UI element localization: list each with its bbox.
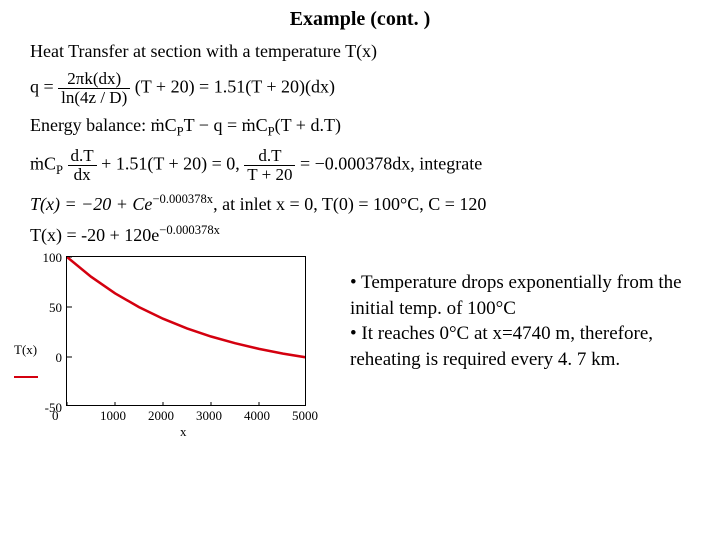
- x-axis-label: x: [180, 424, 187, 440]
- eq3-end: = −0.000378dx, integrate: [300, 154, 482, 174]
- temperature-chart: T(x) x -50050100 010002000300040005000: [20, 254, 330, 444]
- eq5-pref: T(x) = -20 + 120e: [30, 225, 159, 245]
- y-tick-label: 100: [22, 250, 62, 266]
- equation-Tx-final: T(x) = -20 + 120e−0.000378x: [30, 223, 690, 246]
- eq3-mid: + 1.51(T + 20) = 0,: [101, 154, 244, 174]
- bullet-2: • It reaches 0°C at x=4740 m, therefore,…: [350, 321, 690, 372]
- eq3-sub: P: [56, 163, 63, 177]
- lower-row: T(x) x -50050100 010002000300040005000 •…: [0, 254, 720, 444]
- notes-bullets: • Temperature drops exponentially from t…: [330, 254, 690, 373]
- eq4-exp: −0.000378x: [152, 192, 213, 206]
- eb-prefix: Energy balance: ṁC: [30, 115, 177, 135]
- eq5-exp: −0.000378x: [159, 223, 220, 237]
- eq3-pref: ṁC: [30, 154, 56, 174]
- legend-line-icon: [14, 376, 38, 378]
- eq4-pref: T(x) = −20 + Ce: [30, 194, 152, 214]
- eq1-num: 2πk(dx): [58, 70, 130, 89]
- equation-ode: ṁCP d.T dx + 1.51(T + 20) = 0, d.T T + 2…: [30, 147, 690, 184]
- eb-sub1: P: [177, 124, 184, 138]
- energy-balance-line: Energy balance: ṁCPT − q = ṁCP(T + d.T): [30, 115, 690, 140]
- eq3-frac2: d.T T + 20: [244, 147, 295, 184]
- chart-plot: [66, 256, 306, 406]
- y-tick-label: 50: [22, 300, 62, 316]
- x-tick-label: 5000: [292, 408, 318, 424]
- eq3-num2: d.T: [244, 147, 295, 166]
- eb-mid: T − q = ṁC: [184, 115, 268, 135]
- x-tick-label: 0: [52, 408, 59, 424]
- eq4-end: , at inlet x = 0, T(0) = 100°C, C = 120: [213, 194, 486, 214]
- y-tick-label: 0: [22, 350, 62, 366]
- eq1-suffix: (T + 20) = 1.51(T + 20)(dx): [135, 76, 335, 96]
- eq1-fraction: 2πk(dx) ln(4z / D): [58, 70, 130, 107]
- eq1-prefix: q =: [30, 76, 54, 96]
- eq3-den1: dx: [68, 166, 97, 184]
- equation-q: q = 2πk(dx) ln(4z / D) (T + 20) = 1.51(T…: [30, 70, 690, 107]
- eq3-den2: T + 20: [244, 166, 295, 184]
- heat-transfer-heading: Heat Transfer at section with a temperat…: [30, 41, 690, 62]
- bullet-1: • Temperature drops exponentially from t…: [350, 270, 690, 321]
- eq3-num1: d.T: [68, 147, 97, 166]
- eq3-frac1: d.T dx: [68, 147, 97, 184]
- eb-end: (T + d.T): [275, 115, 341, 135]
- x-tick-label: 4000: [244, 408, 270, 424]
- equations-block: Heat Transfer at section with a temperat…: [0, 41, 720, 246]
- x-tick-label: 1000: [100, 408, 126, 424]
- page-title: Example (cont. ): [0, 8, 720, 31]
- x-tick-label: 2000: [148, 408, 174, 424]
- x-tick-label: 3000: [196, 408, 222, 424]
- equation-Tx-general: T(x) = −20 + Ce−0.000378x, at inlet x = …: [30, 192, 690, 215]
- eb-sub2: P: [268, 124, 275, 138]
- eq1-den: ln(4z / D): [58, 89, 130, 107]
